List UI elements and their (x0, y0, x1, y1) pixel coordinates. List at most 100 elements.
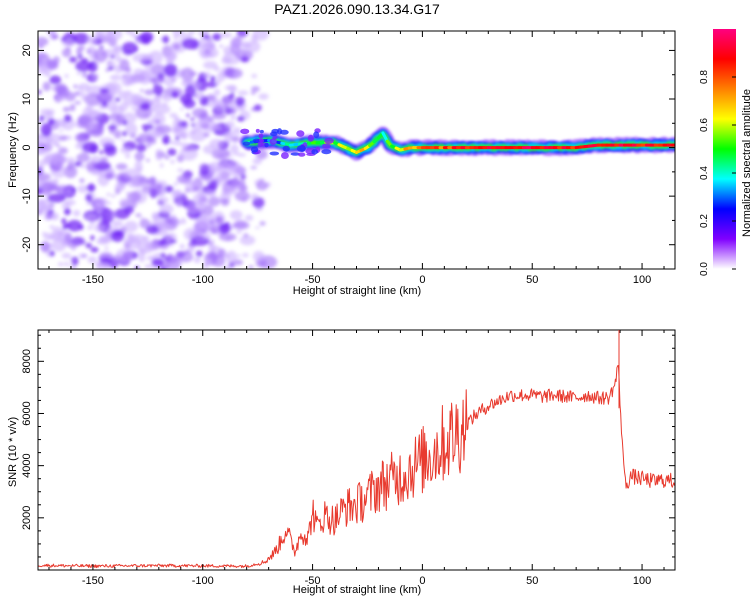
noise-blob (189, 129, 197, 135)
noise-blob (180, 219, 187, 225)
noise-blob (223, 45, 233, 55)
noise-blob (77, 86, 83, 90)
noise-blob (237, 31, 249, 38)
ridge-blob (321, 149, 332, 155)
noise-blob (203, 263, 209, 267)
noise-blob (170, 159, 175, 165)
noise-blob (82, 107, 93, 117)
noise-blob (74, 132, 90, 143)
noise-blob (145, 225, 159, 235)
noise-blob (203, 71, 212, 79)
noise-blob (163, 63, 178, 77)
noise-blob (206, 189, 217, 198)
noise-blob (49, 75, 62, 85)
noise-blob (74, 161, 82, 167)
noise-blob (224, 221, 230, 226)
noise-blob (198, 163, 210, 172)
noise-blob (106, 192, 111, 197)
noise-blob (94, 262, 103, 267)
noise-blob (152, 84, 164, 95)
noise-blob (259, 221, 266, 226)
noise-blob (77, 185, 89, 193)
noise-blob (241, 197, 245, 201)
noise-blob (66, 157, 76, 164)
noise-blob (164, 185, 174, 193)
noise-blob (252, 197, 265, 209)
noise-blob (152, 112, 166, 126)
noise-blob (234, 152, 240, 156)
noise-blob (38, 89, 42, 95)
noise-blob (99, 156, 109, 162)
noise-blob (70, 167, 75, 172)
ridge-blob (259, 129, 264, 134)
noise-blob (171, 78, 177, 82)
noise-blob (235, 96, 245, 106)
noise-blob (138, 253, 146, 263)
ridge-blob (313, 131, 320, 139)
noise-blob (70, 257, 77, 261)
noise-blob (90, 246, 99, 253)
noise-blob (87, 183, 96, 193)
noise-blob (73, 84, 78, 89)
noise-blob (137, 167, 143, 171)
noise-blob (215, 171, 228, 182)
noise-blob (225, 121, 235, 129)
noise-blob (38, 36, 49, 47)
noise-blob (202, 144, 217, 155)
x-tick-label: -100 (192, 274, 214, 286)
noise-blob (76, 47, 82, 56)
colorbar-label: Normalized spectral amplitude (741, 89, 750, 237)
x-tick-label: 100 (633, 575, 651, 587)
noise-blob (82, 141, 99, 153)
noise-blob (230, 114, 236, 121)
noise-blob (59, 95, 65, 101)
noise-blob (125, 153, 131, 159)
noise-blob (86, 35, 98, 45)
noise-blob (254, 226, 261, 229)
x-tick-label: -100 (192, 575, 214, 587)
snr-plot-area (38, 330, 675, 570)
noise-blob (56, 186, 74, 196)
colorbar-ticks: 0.0 0.2 0.4 0.6 0.8 (699, 70, 736, 276)
noise-blob (96, 266, 101, 269)
noise-blob (48, 184, 60, 192)
noise-blob (157, 196, 169, 204)
noise-blob (85, 242, 92, 249)
ridge-blob (290, 152, 300, 156)
noise-blob (135, 38, 141, 43)
noise-blob (155, 148, 163, 155)
noise-blob (49, 250, 55, 257)
noise-blob (131, 106, 137, 111)
noise-blob (164, 76, 175, 87)
noise-blob (86, 48, 91, 54)
noise-blob (229, 155, 234, 158)
noise-blob (237, 254, 241, 258)
spectrogram-x-axis: -150 -100 -50 0 50 100 (48, 31, 665, 286)
noise-blob (47, 193, 66, 203)
noise-blob (144, 264, 155, 269)
noise-blob (111, 106, 125, 116)
noise-blob (86, 85, 103, 96)
noise-blob (59, 129, 63, 133)
noise-blob (39, 62, 49, 72)
x-tick-label: 50 (526, 575, 538, 587)
y-tick-label: 20 (21, 44, 33, 56)
noise-blob (218, 233, 237, 242)
x-tick-label: 50 (526, 274, 538, 286)
noise-blob (222, 104, 229, 109)
noise-blob (211, 148, 231, 160)
noise-blob (57, 262, 64, 267)
noise-blob (74, 91, 80, 95)
snr-panel: -150 -100 -50 0 50 100 2000 4000 6000 8000 Heigh… (7, 329, 676, 596)
noise-blob (42, 81, 51, 92)
noise-blob (207, 161, 224, 173)
noise-blob (146, 158, 150, 162)
noise-blob (99, 45, 104, 49)
noise-blob (108, 65, 114, 71)
noise-blob (211, 254, 226, 267)
noise-blob (38, 135, 46, 146)
noise-blob (233, 71, 238, 78)
noise-blob (237, 90, 249, 96)
noise-blob (46, 31, 57, 36)
